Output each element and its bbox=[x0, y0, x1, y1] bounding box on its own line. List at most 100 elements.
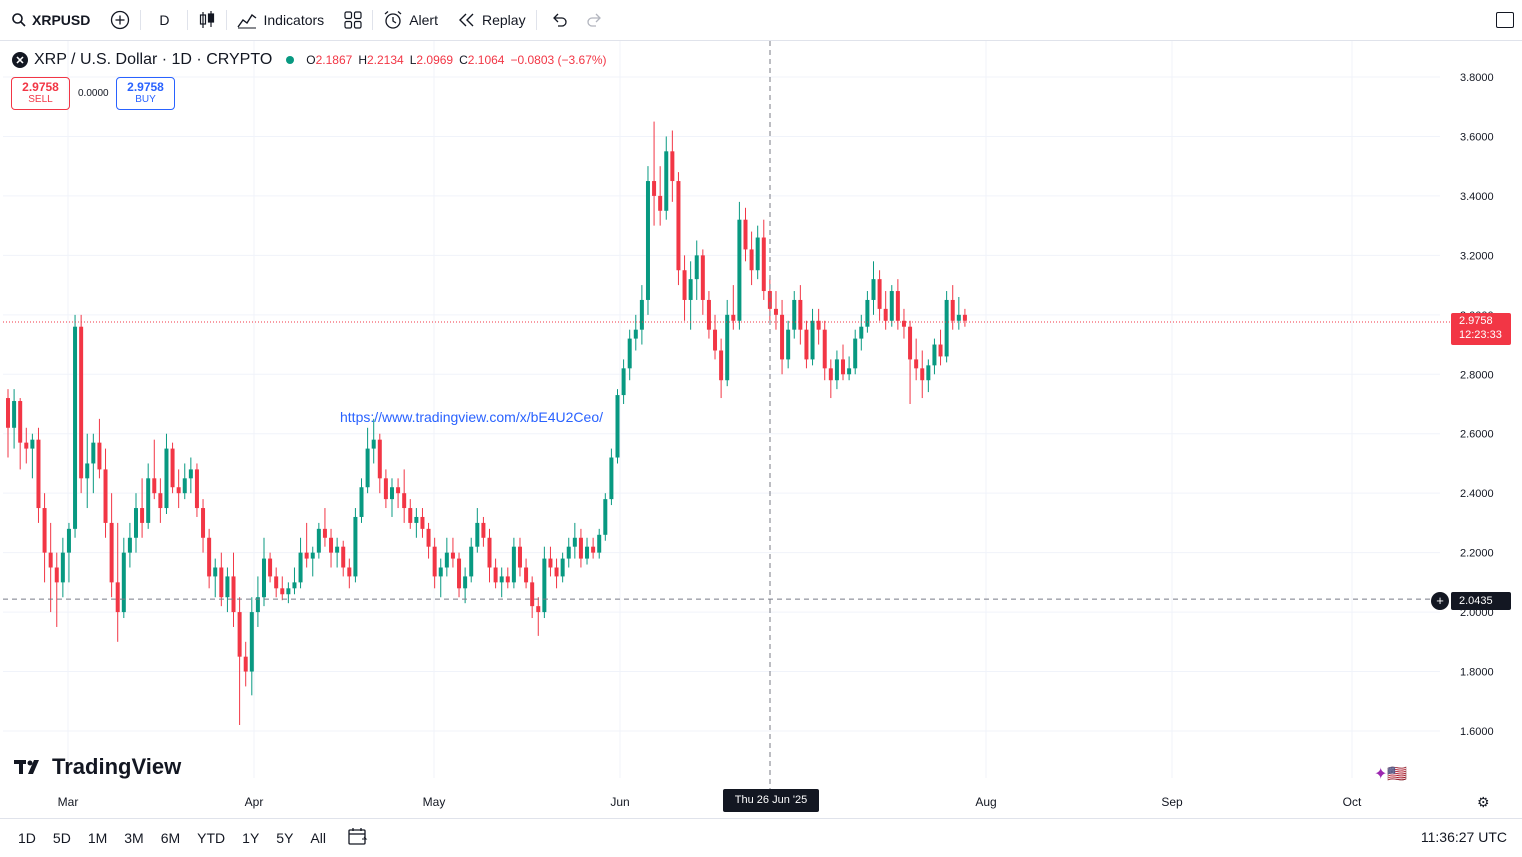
candle-body[interactable] bbox=[371, 439, 376, 449]
candle-body[interactable] bbox=[517, 546, 522, 568]
range-button-1y[interactable]: 1Y bbox=[242, 830, 260, 846]
candle-body[interactable] bbox=[700, 255, 705, 300]
candle-body[interactable] bbox=[780, 314, 785, 360]
candle-body[interactable] bbox=[133, 508, 138, 538]
candle-body[interactable] bbox=[316, 528, 321, 553]
buy-button[interactable]: 2.9758 BUY bbox=[116, 77, 175, 110]
candle-body[interactable] bbox=[121, 552, 126, 613]
candle-body[interactable] bbox=[6, 398, 10, 428]
candle-body[interactable] bbox=[804, 329, 809, 360]
candle-body[interactable] bbox=[932, 344, 937, 366]
candle-body[interactable] bbox=[450, 552, 455, 559]
candle-body[interactable] bbox=[341, 546, 346, 568]
candle-body[interactable] bbox=[201, 508, 206, 538]
candle-body[interactable] bbox=[481, 522, 486, 538]
candle-body[interactable] bbox=[621, 368, 626, 396]
redo-button[interactable] bbox=[581, 0, 609, 41]
candle-body[interactable] bbox=[652, 181, 657, 196]
candle-body[interactable] bbox=[188, 469, 193, 479]
candle-body[interactable] bbox=[591, 546, 596, 553]
utc-clock[interactable]: 11:36:27 UTC bbox=[1420, 829, 1507, 845]
range-button-5y[interactable]: 5Y bbox=[276, 830, 294, 846]
candle-body[interactable] bbox=[627, 338, 632, 369]
snapshot-url-annotation[interactable]: https://www.tradingview.com/x/bE4U2Ceo/ bbox=[340, 409, 604, 425]
candle-body[interactable] bbox=[901, 320, 906, 327]
candle-body[interactable] bbox=[438, 567, 443, 577]
range-button-6m[interactable]: 6M bbox=[160, 830, 181, 846]
settings-gear-icon[interactable]: ⚙ bbox=[1477, 794, 1490, 810]
candle-body[interactable] bbox=[834, 359, 839, 381]
sell-button[interactable]: 2.9758 SELL bbox=[11, 77, 70, 110]
candle-body[interactable] bbox=[956, 314, 961, 321]
candle-body[interactable] bbox=[42, 508, 47, 553]
candle-body[interactable] bbox=[97, 442, 102, 470]
candle-body[interactable] bbox=[36, 439, 41, 509]
candle-body[interactable] bbox=[237, 612, 242, 657]
candle-body[interactable] bbox=[670, 151, 675, 182]
candle-body[interactable] bbox=[335, 546, 340, 553]
candle-body[interactable] bbox=[524, 567, 529, 583]
candle-body[interactable] bbox=[511, 546, 516, 583]
range-button-5d[interactable]: 5D bbox=[52, 830, 71, 846]
candle-body[interactable] bbox=[359, 487, 364, 517]
candle-body[interactable] bbox=[725, 314, 730, 381]
candle-body[interactable] bbox=[688, 279, 693, 300]
layouts-button[interactable] bbox=[334, 0, 372, 41]
candle-body[interactable] bbox=[682, 270, 687, 300]
add-alert-plus-icon[interactable]: + bbox=[1431, 592, 1449, 610]
candle-body[interactable] bbox=[389, 487, 394, 500]
candle-body[interactable] bbox=[432, 546, 437, 577]
candle-body[interactable] bbox=[426, 528, 431, 547]
candle-body[interactable] bbox=[865, 299, 870, 327]
candle-body[interactable] bbox=[609, 457, 614, 500]
candle-body[interactable] bbox=[755, 237, 760, 271]
candle-body[interactable] bbox=[883, 308, 888, 321]
candle-body[interactable] bbox=[255, 597, 260, 613]
candle-body[interactable] bbox=[231, 576, 236, 613]
candle-body[interactable] bbox=[268, 558, 273, 577]
candle-body[interactable] bbox=[761, 237, 766, 292]
candle-body[interactable] bbox=[694, 255, 699, 280]
candle-body[interactable] bbox=[164, 448, 169, 509]
candle-body[interactable] bbox=[542, 558, 547, 613]
candle-body[interactable] bbox=[109, 522, 114, 583]
candle-body[interactable] bbox=[18, 401, 23, 443]
candle-body[interactable] bbox=[859, 326, 864, 339]
candle-body[interactable] bbox=[127, 537, 132, 553]
candle-body[interactable] bbox=[950, 299, 955, 321]
candle-body[interactable] bbox=[365, 448, 370, 488]
candle-body[interactable] bbox=[920, 368, 925, 381]
candle-body[interactable] bbox=[877, 279, 882, 309]
candle-body[interactable] bbox=[493, 567, 498, 583]
events-flag-icon[interactable]: ✦🇺🇸 bbox=[1374, 766, 1408, 783]
candle-body[interactable] bbox=[115, 582, 120, 613]
candle-body[interactable] bbox=[792, 299, 797, 330]
candle-body[interactable] bbox=[798, 299, 803, 330]
candle-body[interactable] bbox=[639, 299, 644, 330]
candle-body[interactable] bbox=[48, 552, 53, 568]
candle-body[interactable] bbox=[822, 329, 827, 369]
tradingview-watermark[interactable]: TradingView bbox=[14, 754, 181, 780]
candle-body[interactable] bbox=[645, 181, 650, 300]
candle-body[interactable] bbox=[60, 552, 65, 583]
candle-body[interactable] bbox=[402, 493, 407, 509]
candle-body[interactable] bbox=[536, 606, 541, 613]
candle-body[interactable] bbox=[274, 576, 279, 589]
candle-body[interactable] bbox=[225, 576, 230, 598]
candle-body[interactable] bbox=[475, 522, 480, 547]
candle-body[interactable] bbox=[773, 308, 778, 315]
candle-body[interactable] bbox=[194, 469, 199, 509]
candle-body[interactable] bbox=[816, 320, 821, 330]
candle-body[interactable] bbox=[280, 588, 285, 595]
candle-body[interactable] bbox=[73, 326, 78, 529]
candle-body[interactable] bbox=[420, 516, 425, 529]
candle-body[interactable] bbox=[944, 299, 949, 357]
candle-body[interactable] bbox=[847, 368, 852, 375]
candle-body[interactable] bbox=[347, 567, 352, 577]
candle-body[interactable] bbox=[213, 567, 218, 577]
candle-body[interactable] bbox=[597, 534, 602, 553]
legend-title[interactable]: XRP / U.S. Dollar · 1D · CRYPTO bbox=[34, 51, 273, 68]
undo-button[interactable] bbox=[537, 0, 581, 41]
candle-body[interactable] bbox=[914, 359, 919, 369]
candle-body[interactable] bbox=[841, 359, 846, 375]
